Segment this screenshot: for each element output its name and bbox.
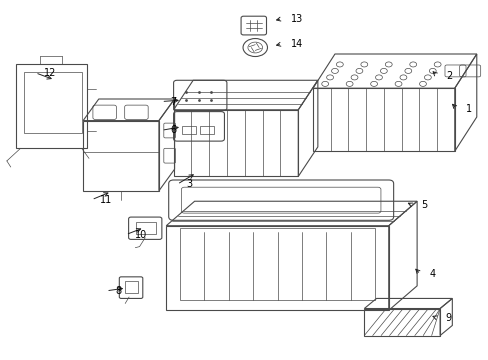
Bar (180, 228, 374, 300)
Text: 5: 5 (421, 200, 427, 210)
Text: 6: 6 (170, 125, 176, 135)
Text: 12: 12 (44, 68, 56, 78)
Text: 8: 8 (115, 286, 121, 296)
Bar (125, 281, 138, 293)
Text: 7: 7 (170, 96, 176, 107)
Text: 10: 10 (134, 230, 146, 240)
Text: 11: 11 (100, 195, 112, 205)
Text: 14: 14 (290, 39, 303, 49)
Bar (136, 222, 155, 234)
Text: 9: 9 (444, 312, 450, 323)
Text: 1: 1 (465, 104, 471, 114)
Text: 13: 13 (290, 14, 303, 24)
Text: 4: 4 (428, 269, 435, 279)
Bar (182, 126, 195, 134)
Bar (24, 72, 81, 133)
Text: 2: 2 (445, 71, 451, 81)
Text: 3: 3 (185, 179, 192, 189)
Bar (200, 126, 214, 134)
